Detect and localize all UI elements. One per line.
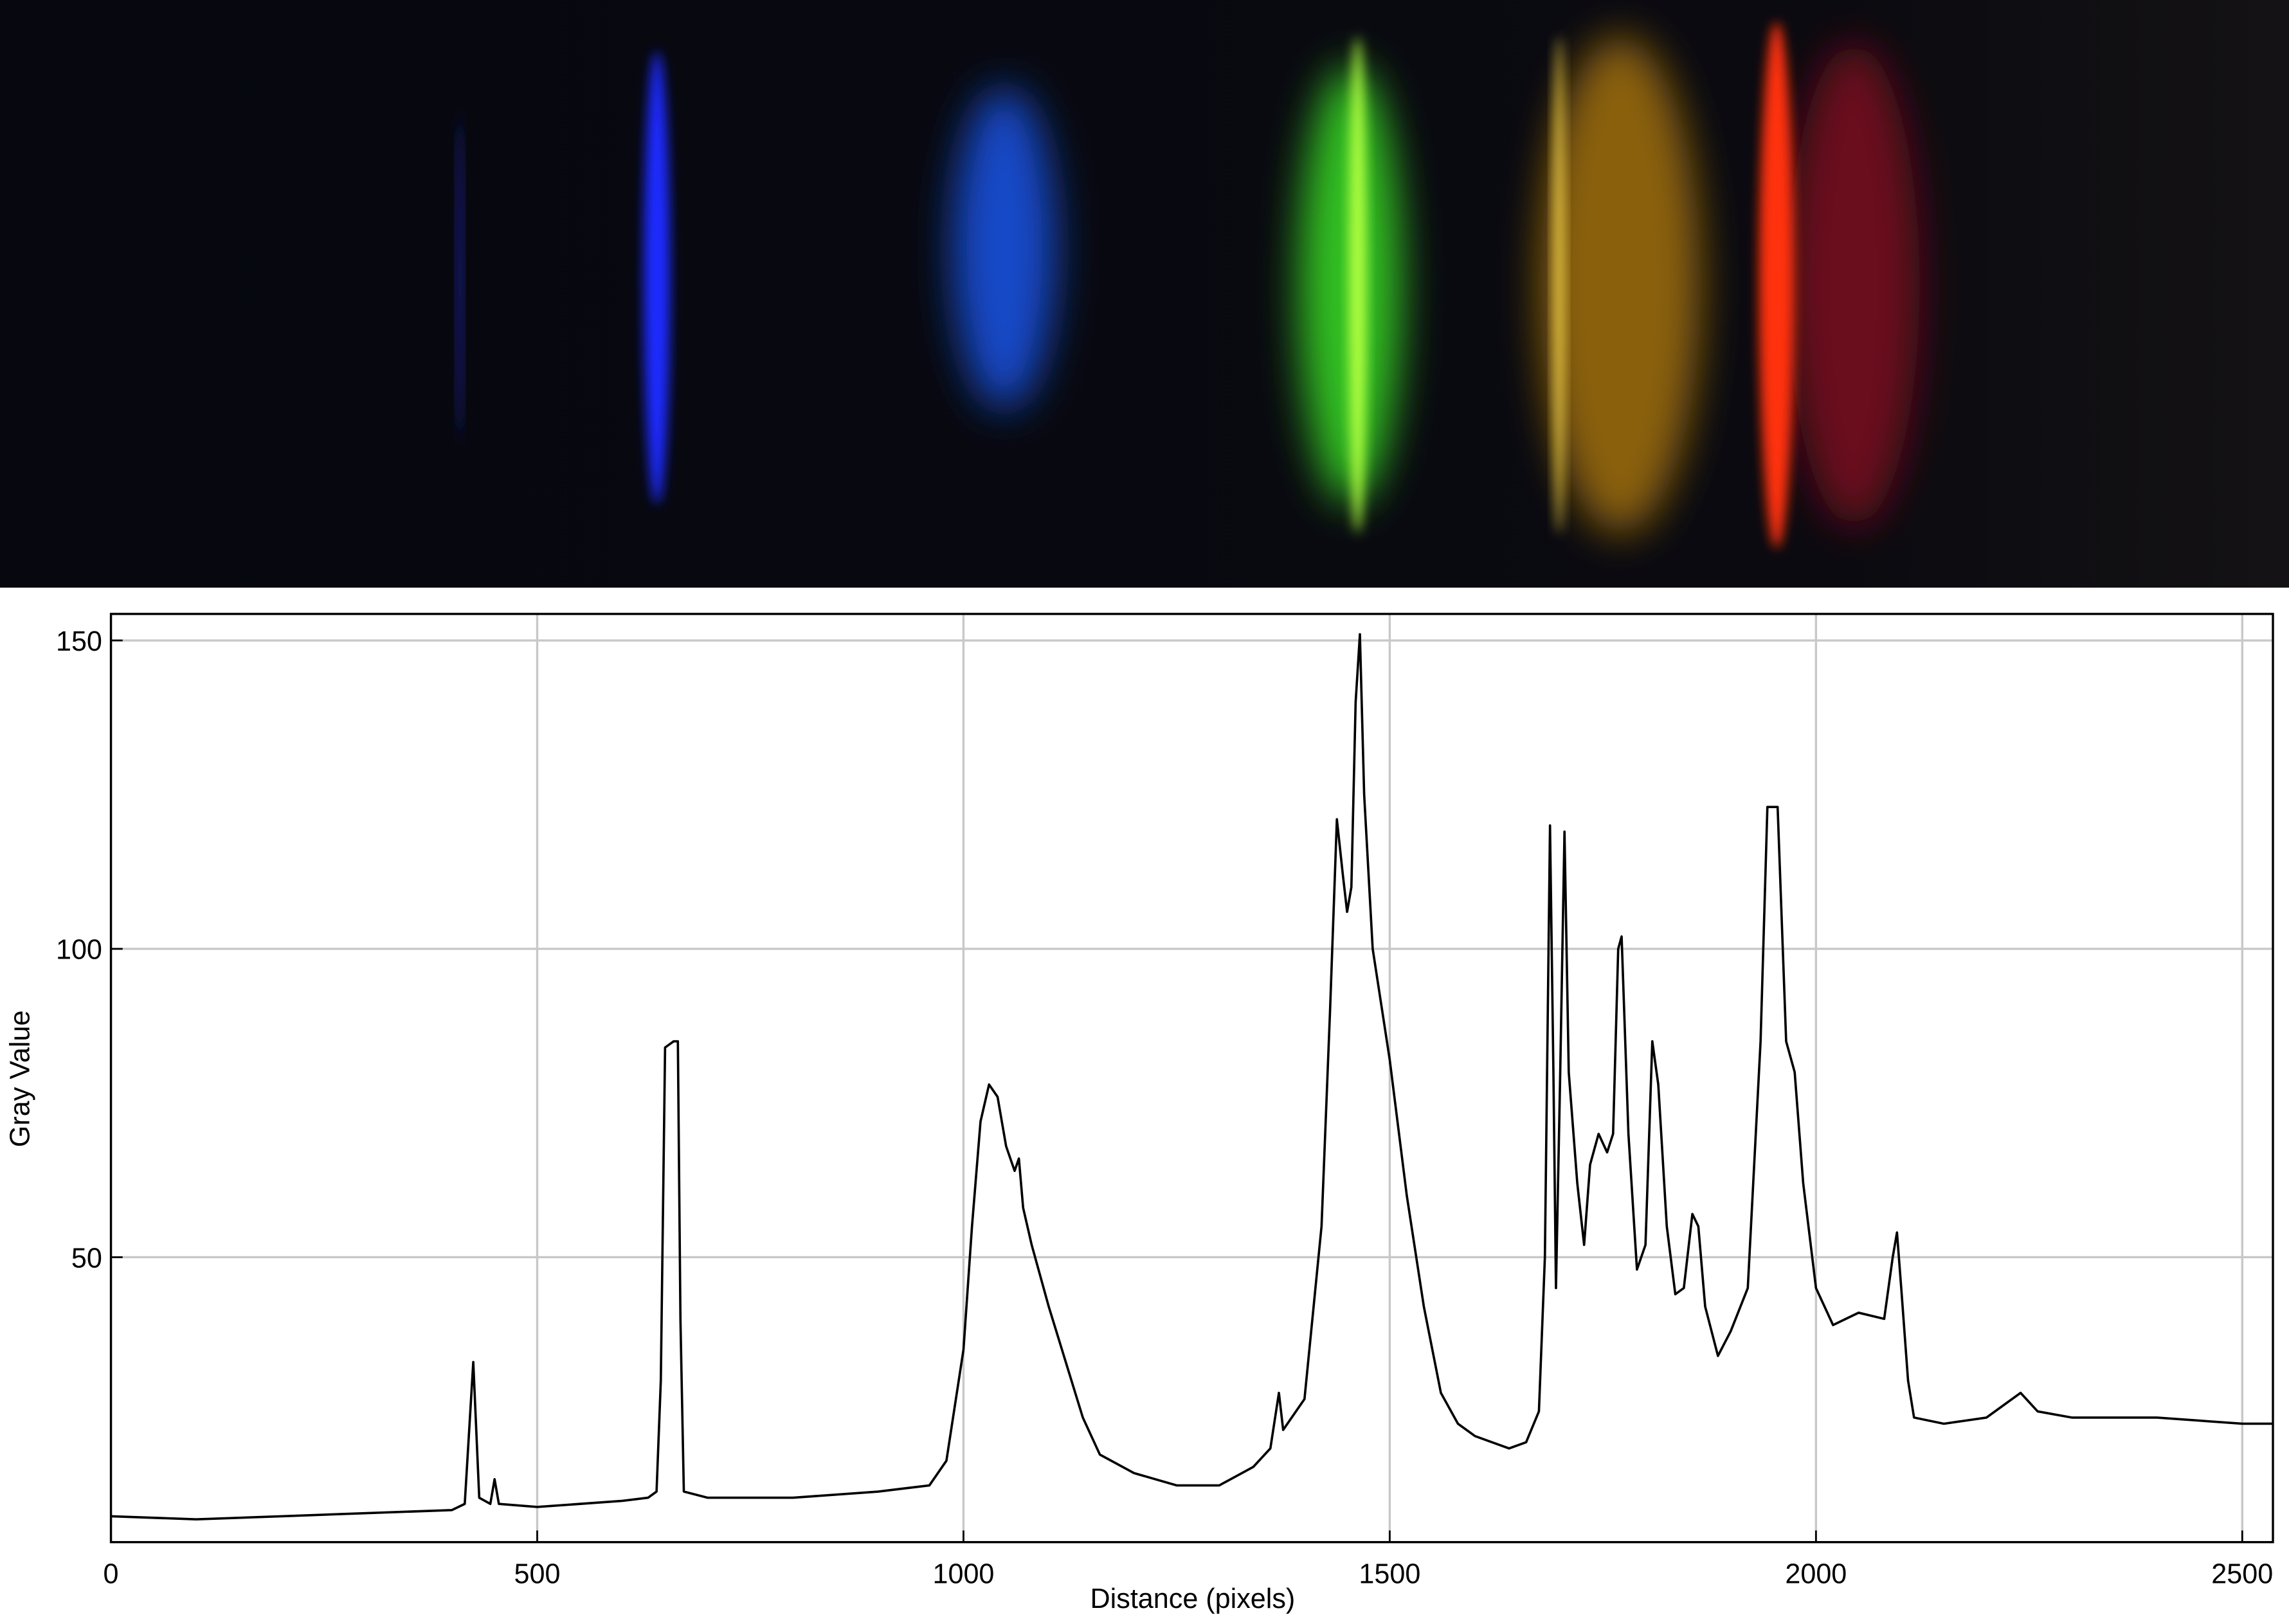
x-tick-label: 0	[104, 1558, 119, 1589]
plot-frame	[109, 613, 2274, 1544]
x-tick-label: 2000	[1785, 1558, 1847, 1589]
x-axis-label: Distance (pixels)	[1090, 1583, 1296, 1614]
x-tick-label: 500	[514, 1558, 561, 1589]
y-axis-label: Gray Value	[5, 1011, 35, 1148]
y-tick-label: 150	[56, 626, 102, 657]
y-tick-label: 100	[56, 935, 102, 966]
y-tick-label: 50	[71, 1243, 102, 1274]
data-line	[111, 633, 2274, 1521]
x-tick-label: 1000	[932, 1558, 994, 1589]
x-tick-label: 2500	[2211, 1558, 2273, 1589]
x-tick-label: 1500	[1359, 1558, 1420, 1589]
spectrum-photo	[0, 0, 2289, 588]
plot-area	[111, 613, 2274, 1542]
